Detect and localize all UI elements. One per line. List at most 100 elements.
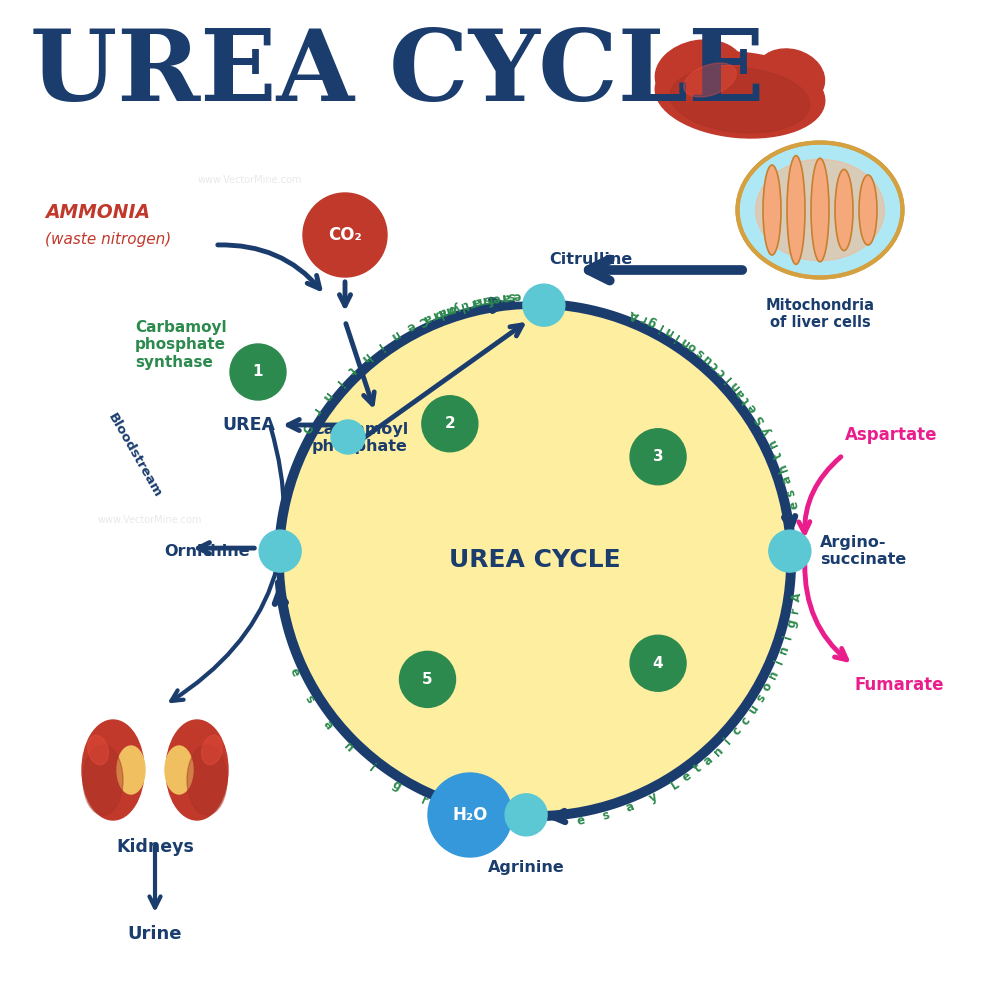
- Ellipse shape: [684, 63, 736, 97]
- Circle shape: [769, 530, 811, 572]
- Text: o: o: [446, 301, 457, 316]
- Text: UREA: UREA: [222, 416, 275, 434]
- Text: AMMONIA: AMMONIA: [45, 203, 150, 222]
- Text: www.VectorMine.com: www.VectorMine.com: [668, 645, 772, 655]
- Text: i: i: [722, 373, 734, 384]
- Ellipse shape: [763, 165, 781, 255]
- Text: u: u: [746, 703, 761, 717]
- Ellipse shape: [787, 156, 805, 264]
- Text: l: l: [458, 299, 465, 312]
- Text: a: a: [320, 718, 335, 732]
- Text: a: a: [436, 304, 448, 319]
- Circle shape: [259, 530, 301, 572]
- Text: t: t: [692, 762, 704, 776]
- Text: n: n: [318, 390, 334, 404]
- Text: i: i: [332, 377, 344, 389]
- Text: s: s: [754, 692, 768, 705]
- Text: n: n: [341, 740, 356, 755]
- Text: i: i: [671, 329, 682, 343]
- Text: t: t: [462, 297, 471, 311]
- Text: Citrulline: Citrulline: [549, 252, 632, 267]
- Ellipse shape: [755, 49, 825, 105]
- Text: e: e: [404, 318, 417, 334]
- Text: c: c: [730, 725, 744, 738]
- Text: L: L: [669, 777, 682, 792]
- Circle shape: [630, 635, 686, 691]
- Text: g: g: [785, 618, 800, 629]
- Text: a: a: [624, 800, 636, 815]
- Text: i: i: [782, 633, 795, 640]
- Text: n: n: [766, 668, 782, 681]
- Text: u: u: [700, 351, 715, 366]
- Text: Kidneys: Kidneys: [116, 838, 194, 856]
- Text: Argino-
succinate: Argino- succinate: [820, 535, 906, 567]
- Text: i: i: [366, 762, 377, 775]
- Text: a: a: [701, 753, 716, 768]
- Text: A: A: [447, 804, 459, 820]
- Ellipse shape: [165, 746, 193, 794]
- Circle shape: [422, 396, 478, 452]
- Text: y: y: [451, 300, 462, 314]
- Text: s: s: [481, 293, 491, 307]
- Text: n: n: [711, 744, 726, 759]
- Ellipse shape: [738, 142, 902, 277]
- Text: b: b: [431, 306, 443, 321]
- Text: www.VectorMine.com: www.VectorMine.com: [548, 415, 652, 425]
- Text: (waste nitrogen): (waste nitrogen): [45, 232, 171, 247]
- Circle shape: [400, 651, 456, 707]
- Text: a: a: [502, 290, 511, 303]
- Text: n: n: [662, 323, 675, 339]
- Text: Bloodstream: Bloodstream: [106, 411, 164, 499]
- Text: 2: 2: [444, 416, 455, 431]
- Text: Carbamoyl
phosphate
synthase: Carbamoyl phosphate synthase: [135, 320, 227, 370]
- Text: i: i: [374, 339, 385, 352]
- Ellipse shape: [83, 745, 123, 815]
- Text: a: a: [471, 294, 481, 309]
- Text: e: e: [744, 401, 760, 415]
- Text: e: e: [512, 289, 521, 302]
- Text: S: S: [752, 413, 767, 427]
- Text: Ornithine: Ornithine: [165, 544, 250, 559]
- Text: y: y: [647, 790, 660, 805]
- Text: s: s: [507, 289, 515, 303]
- Text: i: i: [722, 736, 734, 747]
- Text: r: r: [788, 606, 802, 614]
- Text: r: r: [467, 296, 476, 310]
- Text: e: e: [491, 291, 501, 305]
- Circle shape: [505, 794, 547, 836]
- Circle shape: [280, 305, 790, 815]
- Text: e: e: [576, 814, 586, 828]
- Text: s: s: [302, 693, 317, 706]
- Text: i: i: [655, 320, 665, 333]
- Text: 3: 3: [653, 449, 663, 464]
- Text: A: A: [790, 591, 804, 602]
- Text: a: a: [421, 310, 434, 325]
- Text: m: m: [439, 302, 455, 318]
- Circle shape: [331, 420, 365, 454]
- Text: c: c: [714, 365, 728, 379]
- Text: 1: 1: [253, 364, 263, 379]
- Text: www.VectorMine.com: www.VectorMine.com: [98, 515, 202, 525]
- Text: g: g: [645, 314, 658, 330]
- Text: y: y: [759, 424, 774, 437]
- Ellipse shape: [655, 52, 825, 138]
- Text: r: r: [427, 309, 438, 323]
- Ellipse shape: [859, 175, 877, 245]
- Text: CO₂: CO₂: [328, 226, 362, 244]
- Text: 4: 4: [653, 656, 663, 671]
- Text: n: n: [765, 436, 780, 449]
- Ellipse shape: [811, 158, 829, 262]
- Ellipse shape: [117, 746, 145, 794]
- Ellipse shape: [82, 720, 144, 820]
- Text: r: r: [498, 290, 505, 304]
- Text: r: r: [419, 794, 430, 808]
- Circle shape: [428, 773, 512, 857]
- Text: n: n: [777, 643, 792, 656]
- Ellipse shape: [655, 40, 745, 106]
- Text: n: n: [677, 334, 692, 349]
- Text: a: a: [780, 474, 795, 485]
- Ellipse shape: [166, 720, 228, 820]
- Circle shape: [630, 429, 686, 485]
- Text: Agrinine: Agrinine: [488, 860, 564, 875]
- Text: e: e: [680, 769, 694, 785]
